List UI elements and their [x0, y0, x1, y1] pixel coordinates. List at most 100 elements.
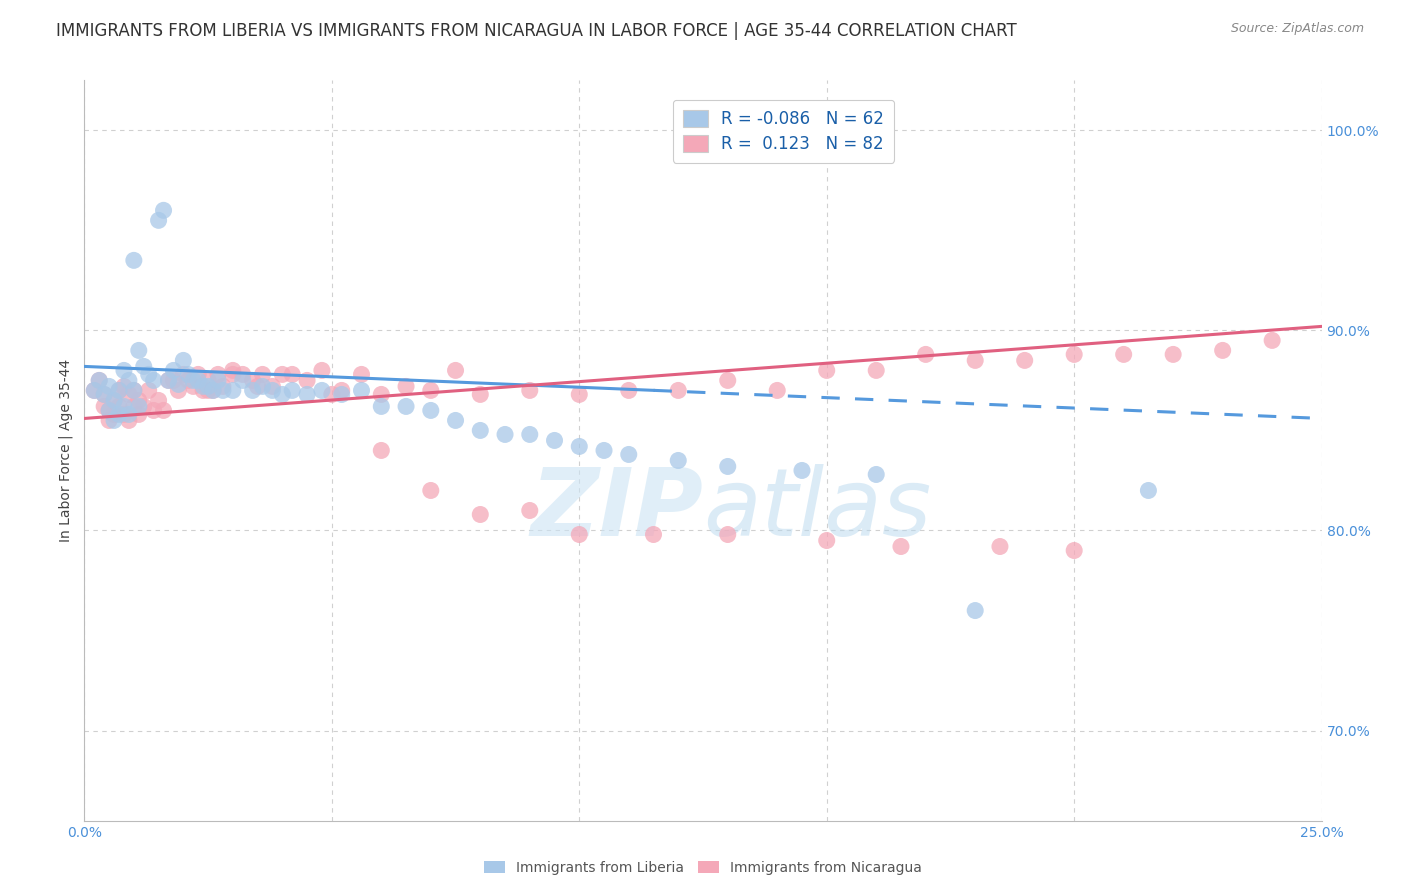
- Point: [790, 463, 813, 477]
- Point: [519, 503, 541, 517]
- Point: [181, 373, 204, 387]
- Point: [89, 373, 111, 387]
- Point: [132, 400, 155, 414]
- Point: [1137, 483, 1160, 498]
- Point: [470, 387, 492, 401]
- Point: [108, 400, 131, 414]
- Point: [593, 443, 616, 458]
- Point: [1063, 347, 1085, 361]
- Point: [187, 368, 209, 382]
- Point: [122, 253, 145, 268]
- Point: [988, 540, 1011, 554]
- Point: [187, 373, 209, 387]
- Point: [128, 400, 150, 414]
- Point: [108, 384, 131, 398]
- Point: [222, 368, 245, 382]
- Point: [766, 384, 789, 398]
- Point: [395, 400, 418, 414]
- Point: [181, 379, 204, 393]
- Legend: Immigrants from Liberia, Immigrants from Nicaragua: Immigrants from Liberia, Immigrants from…: [478, 855, 928, 880]
- Point: [197, 384, 219, 398]
- Point: [112, 363, 135, 377]
- Point: [419, 483, 441, 498]
- Text: IMMIGRANTS FROM LIBERIA VS IMMIGRANTS FROM NICARAGUA IN LABOR FORCE | AGE 35-44 : IMMIGRANTS FROM LIBERIA VS IMMIGRANTS FR…: [56, 22, 1017, 40]
- Point: [1112, 347, 1135, 361]
- Point: [232, 373, 254, 387]
- Point: [118, 413, 141, 427]
- Point: [568, 387, 591, 401]
- Point: [717, 373, 740, 387]
- Point: [370, 443, 392, 458]
- Point: [281, 368, 304, 382]
- Text: Source: ZipAtlas.com: Source: ZipAtlas.com: [1230, 22, 1364, 36]
- Point: [207, 373, 229, 387]
- Point: [717, 459, 740, 474]
- Text: ZIP: ZIP: [530, 464, 703, 556]
- Point: [519, 384, 541, 398]
- Point: [350, 368, 373, 382]
- Point: [172, 368, 194, 382]
- Point: [370, 400, 392, 414]
- Y-axis label: In Labor Force | Age 35-44: In Labor Force | Age 35-44: [59, 359, 73, 542]
- Point: [222, 384, 245, 398]
- Point: [93, 387, 115, 401]
- Point: [118, 408, 141, 422]
- Point: [98, 403, 121, 417]
- Point: [93, 387, 115, 401]
- Point: [965, 353, 987, 368]
- Point: [643, 527, 665, 541]
- Point: [128, 393, 150, 408]
- Point: [419, 403, 441, 417]
- Point: [122, 400, 145, 414]
- Point: [444, 413, 467, 427]
- Point: [103, 408, 125, 422]
- Point: [262, 384, 284, 398]
- Point: [252, 368, 274, 382]
- Point: [132, 359, 155, 374]
- Point: [128, 408, 150, 422]
- Point: [519, 427, 541, 442]
- Point: [93, 400, 115, 414]
- Point: [207, 368, 229, 382]
- Point: [162, 373, 184, 387]
- Point: [865, 467, 887, 482]
- Point: [1063, 543, 1085, 558]
- Point: [242, 373, 264, 387]
- Point: [242, 384, 264, 398]
- Legend: R = -0.086   N = 62, R =  0.123   N = 82: R = -0.086 N = 62, R = 0.123 N = 82: [673, 100, 894, 162]
- Point: [172, 353, 194, 368]
- Point: [617, 384, 640, 398]
- Point: [330, 387, 353, 401]
- Point: [112, 400, 135, 414]
- Point: [815, 533, 838, 548]
- Point: [191, 384, 214, 398]
- Point: [197, 373, 219, 387]
- Point: [167, 377, 190, 392]
- Point: [118, 373, 141, 387]
- Point: [98, 403, 121, 417]
- Point: [112, 379, 135, 393]
- Point: [103, 413, 125, 427]
- Point: [1014, 353, 1036, 368]
- Point: [311, 363, 333, 377]
- Point: [295, 387, 318, 401]
- Point: [281, 384, 304, 398]
- Point: [162, 363, 184, 377]
- Point: [717, 527, 740, 541]
- Point: [212, 384, 235, 398]
- Point: [1161, 347, 1184, 361]
- Point: [321, 387, 343, 401]
- Point: [1212, 343, 1234, 358]
- Point: [815, 363, 838, 377]
- Point: [89, 373, 111, 387]
- Point: [148, 213, 170, 227]
- Point: [83, 384, 105, 398]
- Point: [330, 384, 353, 398]
- Point: [212, 379, 235, 393]
- Point: [202, 384, 225, 398]
- Point: [152, 403, 174, 417]
- Point: [395, 379, 418, 393]
- Point: [666, 453, 689, 467]
- Point: [1261, 334, 1284, 348]
- Point: [246, 379, 269, 393]
